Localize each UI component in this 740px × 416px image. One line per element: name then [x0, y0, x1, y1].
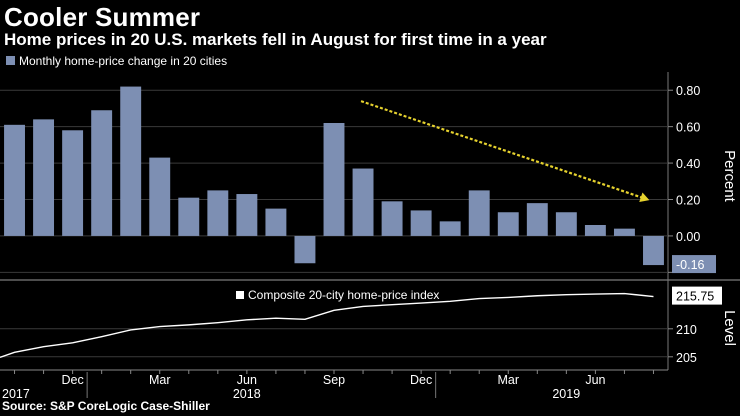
bar-chart-panel: 0.00 0.20 0.40 0.60 0.80 -0.16 Percent Monthly … — [0, 54, 740, 370]
bar-ytick-label: 0.40 — [676, 157, 700, 171]
bar — [584, 225, 606, 236]
bar-legend-label: Monthly home-price change in 20 cities — [19, 54, 227, 68]
x-month-label: Jun — [585, 373, 605, 387]
bar-ytick-label: 0.20 — [676, 194, 700, 208]
trend-arrow-head — [639, 192, 650, 202]
bar — [4, 124, 25, 236]
bar — [526, 203, 548, 236]
x-month-label: Sep — [323, 373, 345, 387]
chart-title: Cooler Summer — [4, 2, 201, 32]
bar — [207, 190, 229, 236]
bar — [555, 212, 577, 236]
bar — [236, 194, 258, 236]
x-year-label: 2018 — [233, 387, 261, 400]
bar — [120, 86, 142, 236]
x-month-label: Mar — [149, 373, 171, 387]
bar — [323, 123, 345, 236]
bar — [178, 197, 200, 236]
chart-canvas: 0.00 0.20 0.40 0.60 0.80 -0.16 Percent Monthly … — [0, 54, 740, 400]
line-ytick-label: 210 — [676, 323, 697, 337]
index-line — [0, 292, 654, 359]
bar — [62, 130, 84, 236]
bar — [439, 221, 461, 236]
bar-ytick-label: 0.60 — [676, 121, 700, 135]
bar — [468, 190, 490, 236]
x-year-label: 2017 — [2, 387, 30, 400]
trend-arrow-line — [360, 100, 648, 201]
line-chart-panel: 205 210 215.75 Level Composite 20-city home-… — [0, 286, 738, 365]
line-last-value-label: 215.75 — [676, 290, 714, 304]
chart-subtitle: Home prices in 20 U.S. markets fell in A… — [4, 30, 547, 49]
bar — [91, 110, 113, 236]
bar — [613, 228, 635, 236]
last-value-label: -0.16 — [676, 258, 705, 272]
bar — [352, 168, 374, 236]
x-month-label: Dec — [410, 373, 432, 387]
bar-ytick-label: 0.00 — [676, 230, 700, 244]
line-axis-title: Level — [721, 310, 738, 346]
bar — [497, 212, 519, 236]
line-ytick-label: 205 — [676, 351, 697, 365]
x-month-label: Jun — [237, 373, 257, 387]
bar — [410, 210, 432, 236]
line-legend-label: Composite 20-city home-price index — [248, 288, 439, 302]
bar — [294, 235, 316, 264]
x-axis: Dec Mar Jun Sep Dec Mar Jun 2017 2018 2019 — [0, 369, 668, 400]
x-month-label: Mar — [497, 373, 519, 387]
bar — [265, 208, 287, 236]
bar — [643, 235, 664, 266]
bar — [149, 157, 171, 236]
bar-legend-swatch — [6, 56, 15, 65]
source-note: Source: S&P CoreLogic Case-Shiller — [2, 399, 210, 413]
bar — [381, 201, 403, 236]
line-legend-swatch — [236, 291, 244, 299]
bar-axis-title: Percent — [721, 150, 738, 203]
bar — [33, 119, 55, 236]
x-year-label: 2019 — [552, 387, 580, 400]
last-value-box — [672, 255, 716, 274]
x-month-label: Dec — [61, 373, 83, 387]
line-last-value-box — [672, 286, 722, 305]
bar-ytick-label: 0.80 — [676, 84, 700, 98]
